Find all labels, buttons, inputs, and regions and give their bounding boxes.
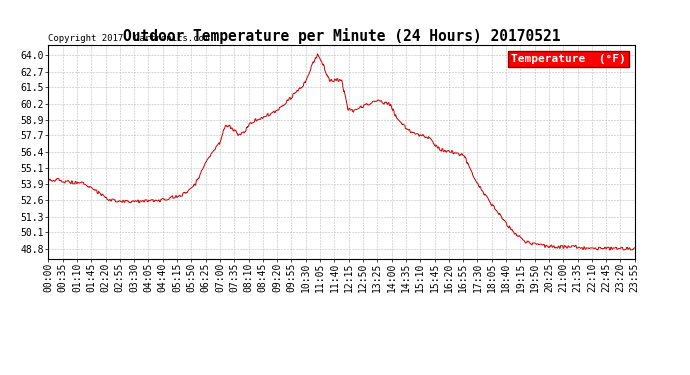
Text: Copyright 2017  Cartronics.com: Copyright 2017 Cartronics.com xyxy=(48,34,210,43)
Title: Outdoor Temperature per Minute (24 Hours) 20170521: Outdoor Temperature per Minute (24 Hours… xyxy=(123,28,560,44)
Legend: Temperature  (°F): Temperature (°F) xyxy=(508,51,629,67)
